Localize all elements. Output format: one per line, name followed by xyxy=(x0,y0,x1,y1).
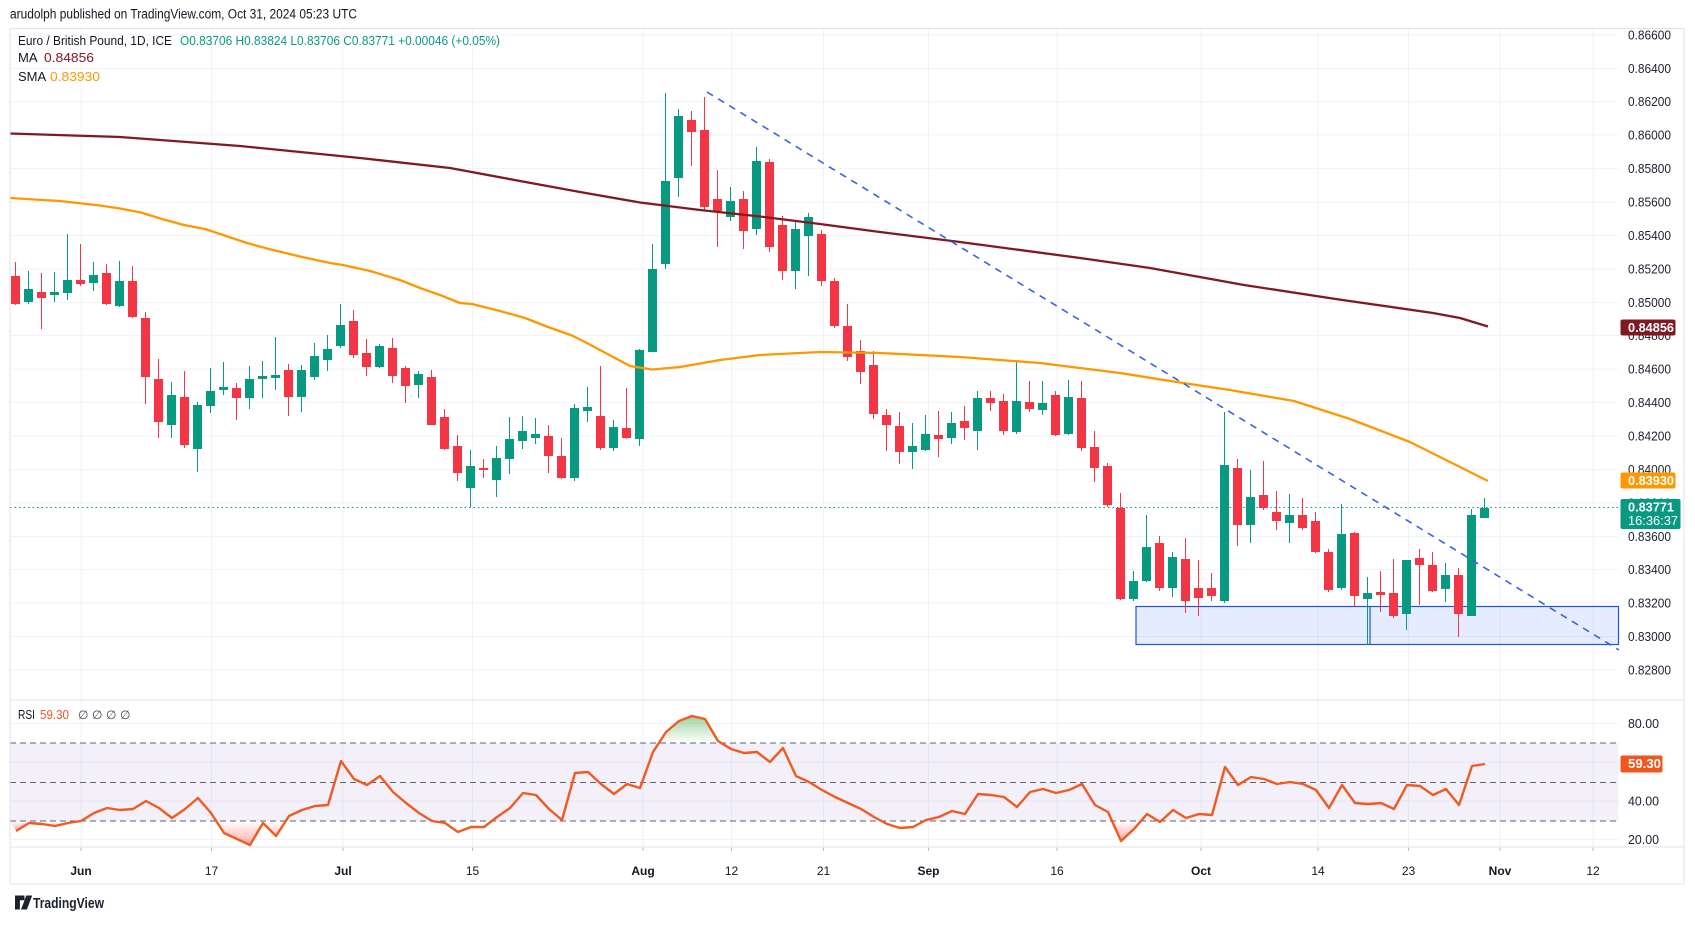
svg-text:Aug: Aug xyxy=(631,864,654,878)
svg-text:SMA: SMA xyxy=(18,69,47,84)
svg-text:40.00: 40.00 xyxy=(1628,793,1659,808)
svg-text:0.84856: 0.84856 xyxy=(1628,320,1674,335)
svg-text:0.84600: 0.84600 xyxy=(1628,362,1671,377)
svg-text:0.85000: 0.85000 xyxy=(1628,295,1671,310)
svg-text:15: 15 xyxy=(466,864,480,878)
svg-text:12: 12 xyxy=(725,864,739,878)
svg-text:59.30: 59.30 xyxy=(40,708,69,722)
svg-text:59.30: 59.30 xyxy=(1628,756,1661,771)
svg-text:16: 16 xyxy=(1050,864,1064,878)
svg-text:0.86600: 0.86600 xyxy=(1628,27,1671,42)
svg-text:Jul: Jul xyxy=(334,864,351,878)
svg-text:0.86200: 0.86200 xyxy=(1628,94,1671,109)
svg-text:Oct: Oct xyxy=(1191,864,1211,878)
svg-text:0.83200: 0.83200 xyxy=(1628,596,1671,611)
svg-text:0.83400: 0.83400 xyxy=(1628,562,1671,577)
svg-text:0.83930: 0.83930 xyxy=(50,69,100,84)
svg-text:0.82800: 0.82800 xyxy=(1628,663,1671,678)
svg-text:0.83000: 0.83000 xyxy=(1628,629,1671,644)
svg-text:0.85200: 0.85200 xyxy=(1628,261,1671,276)
svg-text:Euro / British Pound, 1D, ICE: Euro / British Pound, 1D, ICE xyxy=(18,33,172,48)
svg-text:0.83600: 0.83600 xyxy=(1628,529,1671,544)
svg-text:RSI: RSI xyxy=(18,708,35,722)
svg-text:arudolph published on TradingV: arudolph published on TradingView.com, O… xyxy=(10,7,357,22)
svg-text:16:36:37: 16:36:37 xyxy=(1628,514,1678,528)
svg-text:0.86000: 0.86000 xyxy=(1628,128,1671,143)
svg-text:0.83771: 0.83771 xyxy=(1628,500,1674,515)
svg-text:20.00: 20.00 xyxy=(1628,832,1659,847)
svg-text:0.84200: 0.84200 xyxy=(1628,428,1671,443)
svg-text:0.85800: 0.85800 xyxy=(1628,161,1671,176)
svg-text:0.83930: 0.83930 xyxy=(1628,473,1674,488)
svg-text:Nov: Nov xyxy=(1489,864,1512,878)
svg-text:17: 17 xyxy=(205,864,219,878)
svg-text:0.84400: 0.84400 xyxy=(1628,395,1671,410)
svg-text:MA: MA xyxy=(18,50,38,65)
svg-text:0.85600: 0.85600 xyxy=(1628,194,1671,209)
svg-text:Sep: Sep xyxy=(917,864,939,878)
svg-text:0.85400: 0.85400 xyxy=(1628,228,1671,243)
svg-text:23: 23 xyxy=(1402,864,1416,878)
svg-text:12: 12 xyxy=(1586,864,1600,878)
svg-text:0.86400: 0.86400 xyxy=(1628,61,1671,76)
svg-text:14: 14 xyxy=(1311,864,1325,878)
svg-text:Jun: Jun xyxy=(70,864,91,878)
svg-text:21: 21 xyxy=(817,864,831,878)
svg-text:O0.83706 H0.83824 L0.83706 C0.: O0.83706 H0.83824 L0.83706 C0.83771 +0.0… xyxy=(180,33,500,48)
svg-text:0.84856: 0.84856 xyxy=(44,50,94,65)
svg-text:TradingView: TradingView xyxy=(33,895,104,912)
svg-text:80.00: 80.00 xyxy=(1628,716,1659,731)
